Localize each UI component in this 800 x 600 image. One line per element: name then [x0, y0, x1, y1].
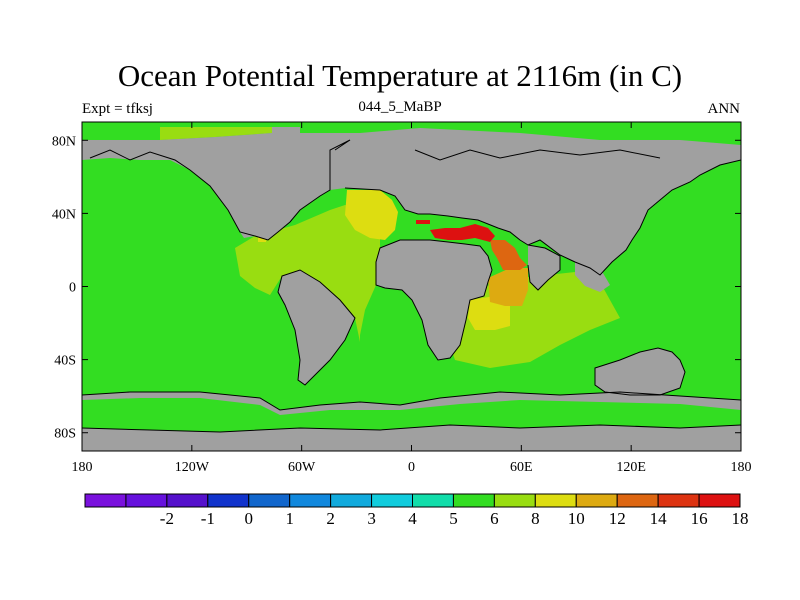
colorbar-swatch — [698, 493, 741, 508]
colorbar-swatch — [84, 493, 127, 508]
colorbar-swatch — [330, 493, 373, 508]
colorbar-swatch — [575, 493, 618, 508]
lon-tick-label: 60W — [288, 460, 316, 475]
season-label: ANN — [707, 101, 741, 117]
colorbar-swatch — [616, 493, 659, 508]
colorbar-label: 16 — [691, 509, 708, 528]
lon-tick-label: 120W — [175, 460, 210, 475]
lat-tick-label: 80S — [54, 427, 76, 442]
colorbar-label: 18 — [732, 509, 749, 528]
colorbar-label: 10 — [568, 509, 585, 528]
mediterranean-patch — [416, 220, 495, 242]
colorbar-label: -1 — [201, 509, 215, 528]
land-se-asia — [575, 262, 610, 292]
colorbar-swatch — [166, 493, 209, 508]
lat-tick-label: 80N — [52, 134, 76, 149]
colorbar-swatch — [534, 493, 577, 508]
land-india — [528, 245, 560, 290]
land-australia — [595, 348, 685, 395]
colorbar-label: 4 — [408, 509, 417, 528]
longitude-axis: 180 120W 60W 0 60E 120E 180 — [72, 122, 752, 475]
colorbar-label: 8 — [531, 509, 540, 528]
colorbar-label: 5 — [449, 509, 458, 528]
lon-tick-label: 120E — [616, 460, 646, 475]
north-atlantic-plume — [345, 190, 398, 240]
colorbar-swatch — [248, 493, 291, 508]
lon-tick-label: 180 — [731, 460, 752, 475]
arctic-warm-band — [160, 127, 272, 140]
experiment-label: Expt = tfksj — [82, 101, 153, 117]
latitude-axis: 80N 40N 0 40S 80S — [52, 134, 741, 442]
red-sea-patch — [490, 240, 527, 270]
colorbar: -2 -1 0 1 2 3 4 5 6 8 10 12 14 16 18 — [84, 493, 749, 528]
coastlines — [82, 139, 741, 433]
lon-tick-label: 180 — [72, 460, 93, 475]
colorbar-swatch — [371, 493, 413, 508]
colorbar-swatch — [289, 493, 332, 508]
colorbar-label: 6 — [490, 509, 499, 528]
atlantic-warm-region — [235, 205, 380, 342]
lat-tick-label: 40N — [52, 207, 76, 222]
colorbar-label: 0 — [245, 509, 254, 528]
colorbar-swatch — [207, 493, 250, 508]
arabian-sea-patch — [488, 268, 528, 306]
colorbar-swatch — [125, 493, 168, 508]
colorbar-label: 2 — [326, 509, 335, 528]
lat-tick-label: 40S — [54, 354, 76, 369]
colorbar-label: 3 — [367, 509, 376, 528]
colorbar-label: -2 — [160, 509, 174, 528]
land-northern — [82, 127, 741, 275]
map-title: Ocean Potential Temperature at 2116m (in… — [117, 58, 683, 93]
lon-tick-label: 0 — [408, 460, 415, 475]
land-africa — [376, 240, 492, 360]
run-label: 044_5_MaBP — [358, 99, 442, 115]
southern-ocean-strip — [82, 398, 741, 432]
colorbar-swatch — [493, 493, 536, 508]
colorbar-label: 12 — [609, 509, 626, 528]
lon-tick-label: 60E — [510, 460, 533, 475]
colorbar-swatch — [412, 493, 454, 508]
colorbar-label: 1 — [285, 509, 294, 528]
colorbar-swatch — [452, 493, 495, 508]
colorbar-label: 14 — [650, 509, 668, 528]
land-south-america — [278, 270, 355, 385]
lat-tick-label: 0 — [69, 281, 76, 296]
colorbar-swatch — [657, 493, 700, 508]
